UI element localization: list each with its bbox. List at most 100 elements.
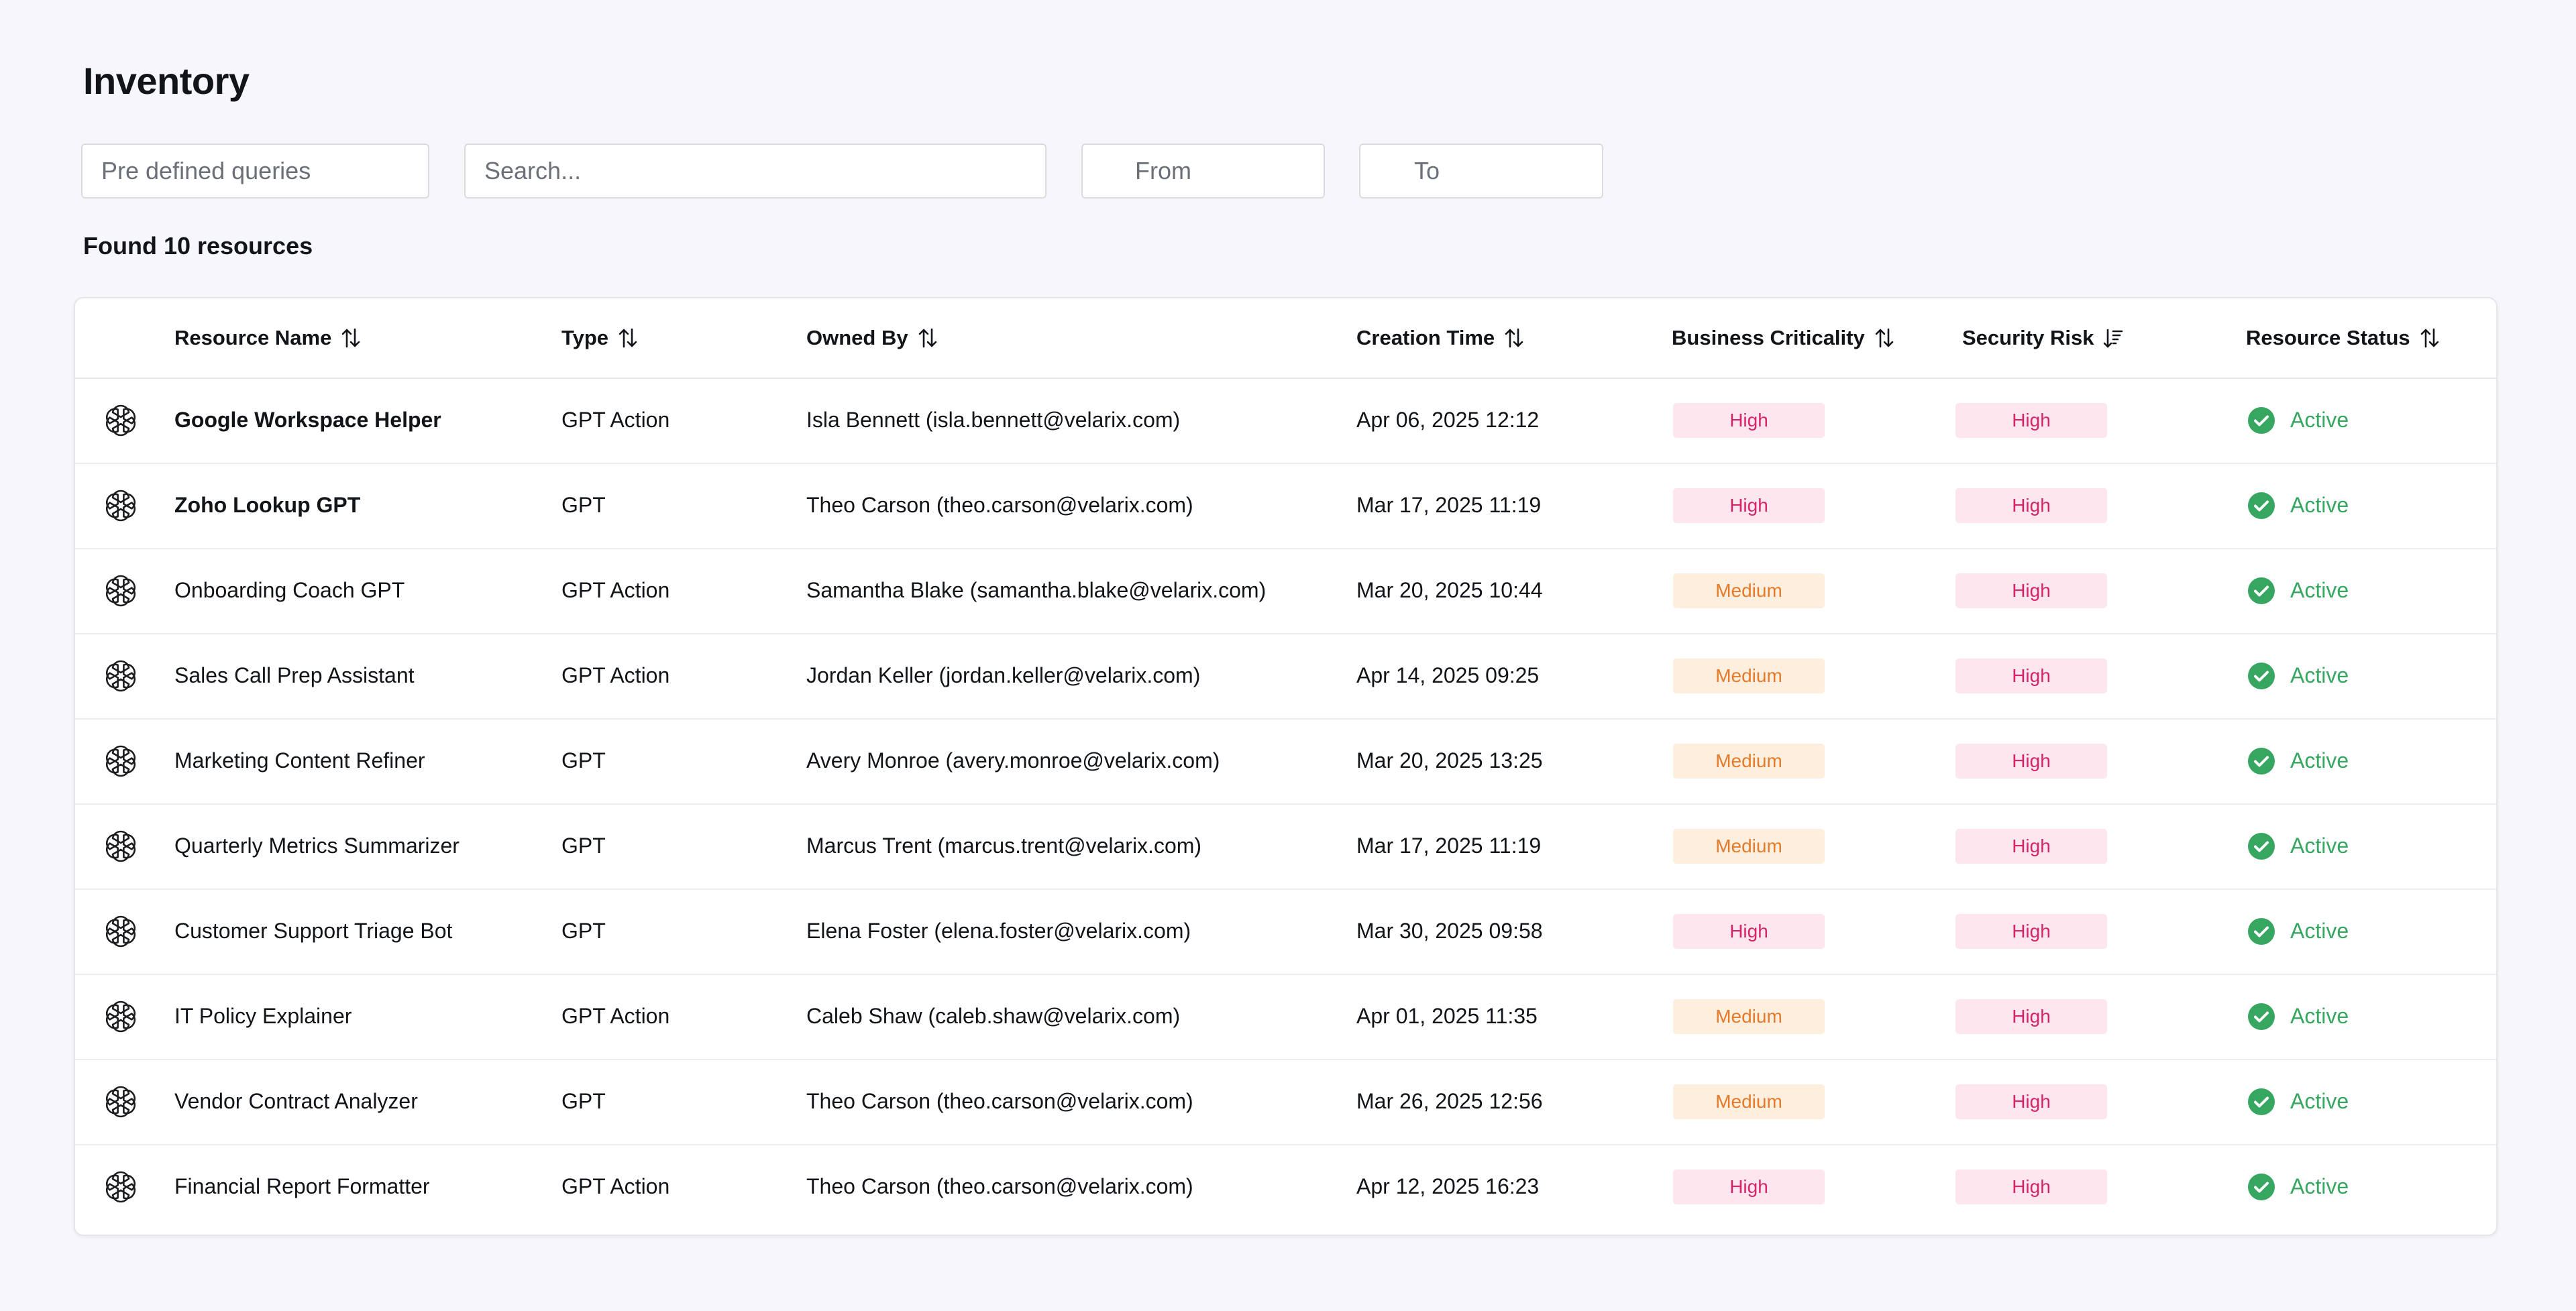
column-header-name[interactable]: Resource Name [174, 298, 361, 378]
table-row[interactable]: Zoho Lookup GPT GPT Theo Carson (theo.cars… [75, 463, 2496, 549]
column-header-status[interactable]: Resource Status [2246, 298, 2440, 378]
status-indicator: Active [2247, 1173, 2349, 1201]
column-header-label: Type [561, 326, 609, 349]
status-indicator: Active [2247, 1003, 2349, 1031]
cell-type: GPT Action [561, 408, 670, 432]
cell-type: GPT [561, 834, 606, 858]
sort-arrows-icon[interactable] [1504, 327, 1524, 349]
cell-owner: Elena Foster (elena.foster@velarix.com) [806, 919, 1191, 943]
table-row[interactable]: Customer Support Triage Bot GPT Elena Fost… [75, 889, 2496, 975]
cell-owner: Marcus Trent (marcus.trent@velarix.com) [806, 834, 1202, 858]
cell-status: Active [2247, 463, 2349, 548]
cell-owner: Avery Monroe (avery.monroe@velarix.com) [806, 748, 1220, 773]
cell-owner: Jordan Keller (jordan.keller@velarix.com… [806, 663, 1201, 687]
cell-status: Active [2247, 1059, 2349, 1144]
search-input[interactable] [464, 144, 1046, 198]
cell-risk: High [1955, 803, 2107, 889]
cell-name[interactable]: Vendor Contract Analyzer [174, 1089, 418, 1113]
cell-created: Apr 01, 2025 11:35 [1356, 1004, 1538, 1028]
cell-criticality: Medium [1673, 548, 1825, 633]
column-header-label: Security Risk [1962, 326, 2094, 349]
openai-logo-icon [102, 1083, 140, 1121]
status-label: Active [2290, 1089, 2349, 1113]
cell-status: Active [2247, 974, 2349, 1059]
status-indicator: Active [2247, 577, 2349, 605]
cell-created: Apr 06, 2025 12:12 [1356, 408, 1540, 432]
status-label: Active [2290, 493, 2349, 517]
cell-criticality: Medium [1673, 974, 1825, 1059]
cell-risk: High [1955, 1144, 2107, 1229]
column-header-criticality[interactable]: Business Criticality [1672, 298, 1894, 378]
cell-type: GPT Action [561, 1174, 670, 1198]
cell-name[interactable]: Sales Call Prep Assistant [174, 663, 415, 687]
status-indicator: Active [2247, 832, 2349, 860]
cell-risk: High [1955, 463, 2107, 548]
cell-created: Mar 20, 2025 10:44 [1356, 578, 1543, 602]
cell-name[interactable]: Zoho Lookup GPT [174, 493, 361, 517]
cell-owner: Theo Carson (theo.carson@velarix.com) [806, 1174, 1193, 1198]
cell-name[interactable]: Financial Report Formatter [174, 1174, 430, 1198]
openai-logo-icon [102, 657, 140, 695]
column-header-type[interactable]: Type [561, 298, 638, 378]
status-label: Active [2290, 919, 2349, 943]
cell-status: Active [2247, 1144, 2349, 1229]
column-header-owner[interactable]: Owned By [806, 298, 938, 378]
cell-risk: High [1955, 548, 2107, 633]
openai-logo-icon [102, 913, 140, 950]
to-date-input[interactable] [1359, 144, 1603, 198]
from-date-input[interactable] [1081, 144, 1325, 198]
cell-created: Mar 20, 2025 13:25 [1356, 748, 1543, 773]
table-header: Resource Name Type Owned By Creation Time Bu… [75, 298, 2496, 379]
column-header-label: Creation Time [1356, 326, 1495, 349]
table-row[interactable]: Financial Report Formatter GPT Action Theo… [75, 1144, 2496, 1229]
cell-name[interactable]: Google Workspace Helper [174, 408, 441, 432]
table-row[interactable]: Vendor Contract Analyzer GPT Theo Carson (… [75, 1059, 2496, 1145]
predefined-queries-select[interactable] [81, 144, 429, 198]
table-row[interactable]: Quarterly Metrics Summarizer GPT Marcus Tr… [75, 803, 2496, 890]
cell-created: Mar 26, 2025 12:56 [1356, 1089, 1543, 1113]
sort-arrows-icon[interactable] [2420, 327, 2440, 349]
table-row[interactable]: Onboarding Coach GPT GPT Action Samantha B… [75, 548, 2496, 634]
openai-logo-icon [102, 742, 140, 780]
cell-risk: High [1955, 378, 2107, 463]
page-title: Inventory [83, 60, 250, 102]
cell-name[interactable]: Quarterly Metrics Summarizer [174, 834, 460, 858]
criticality-badge: High [1673, 913, 1825, 949]
sort-arrows-icon[interactable] [918, 327, 938, 349]
sort-arrows-icon[interactable] [618, 327, 638, 349]
risk-badge: High [1955, 488, 2107, 523]
cell-name[interactable]: Marketing Content Refiner [174, 748, 425, 773]
criticality-badge: Medium [1673, 999, 1825, 1034]
column-header-label: Owned By [806, 326, 908, 349]
cell-name[interactable]: IT Policy Explainer [174, 1004, 352, 1028]
openai-logo-icon [102, 572, 140, 610]
check-circle-icon [2247, 492, 2275, 520]
cell-created: Mar 17, 2025 11:19 [1356, 493, 1542, 517]
risk-badge: High [1955, 1084, 2107, 1119]
column-header-label: Resource Name [174, 326, 332, 349]
table-row[interactable]: IT Policy Explainer GPT Action Caleb Shaw … [75, 974, 2496, 1060]
sort-arrows-icon[interactable] [341, 327, 361, 349]
sort-arrows-icon[interactable] [1874, 327, 1894, 349]
check-circle-icon [2247, 662, 2275, 690]
cell-risk: High [1955, 1059, 2107, 1144]
column-header-label: Business Criticality [1672, 326, 1865, 349]
check-circle-icon [2247, 1088, 2275, 1116]
cell-name[interactable]: Customer Support Triage Bot [174, 919, 453, 943]
cell-status: Active [2247, 803, 2349, 889]
table-row[interactable]: Marketing Content Refiner GPT Avery Monroe… [75, 718, 2496, 805]
column-header-created[interactable]: Creation Time [1356, 298, 1524, 378]
column-header-risk[interactable]: Security Risk [1962, 298, 2123, 378]
cell-status: Active [2247, 633, 2349, 718]
risk-badge: High [1955, 913, 2107, 949]
risk-badge: High [1955, 743, 2107, 779]
cell-created: Mar 17, 2025 11:19 [1356, 834, 1542, 858]
cell-type: GPT [561, 748, 606, 773]
table-row[interactable]: Google Workspace Helper GPT Action Isla Be… [75, 378, 2496, 464]
table-row[interactable]: Sales Call Prep Assistant GPT Action Jorda… [75, 633, 2496, 720]
check-circle-icon [2247, 747, 2275, 775]
sort-descending-icon[interactable] [2103, 327, 2123, 349]
cell-owner: Theo Carson (theo.carson@velarix.com) [806, 493, 1193, 517]
status-indicator: Active [2247, 492, 2349, 520]
cell-name[interactable]: Onboarding Coach GPT [174, 578, 405, 602]
